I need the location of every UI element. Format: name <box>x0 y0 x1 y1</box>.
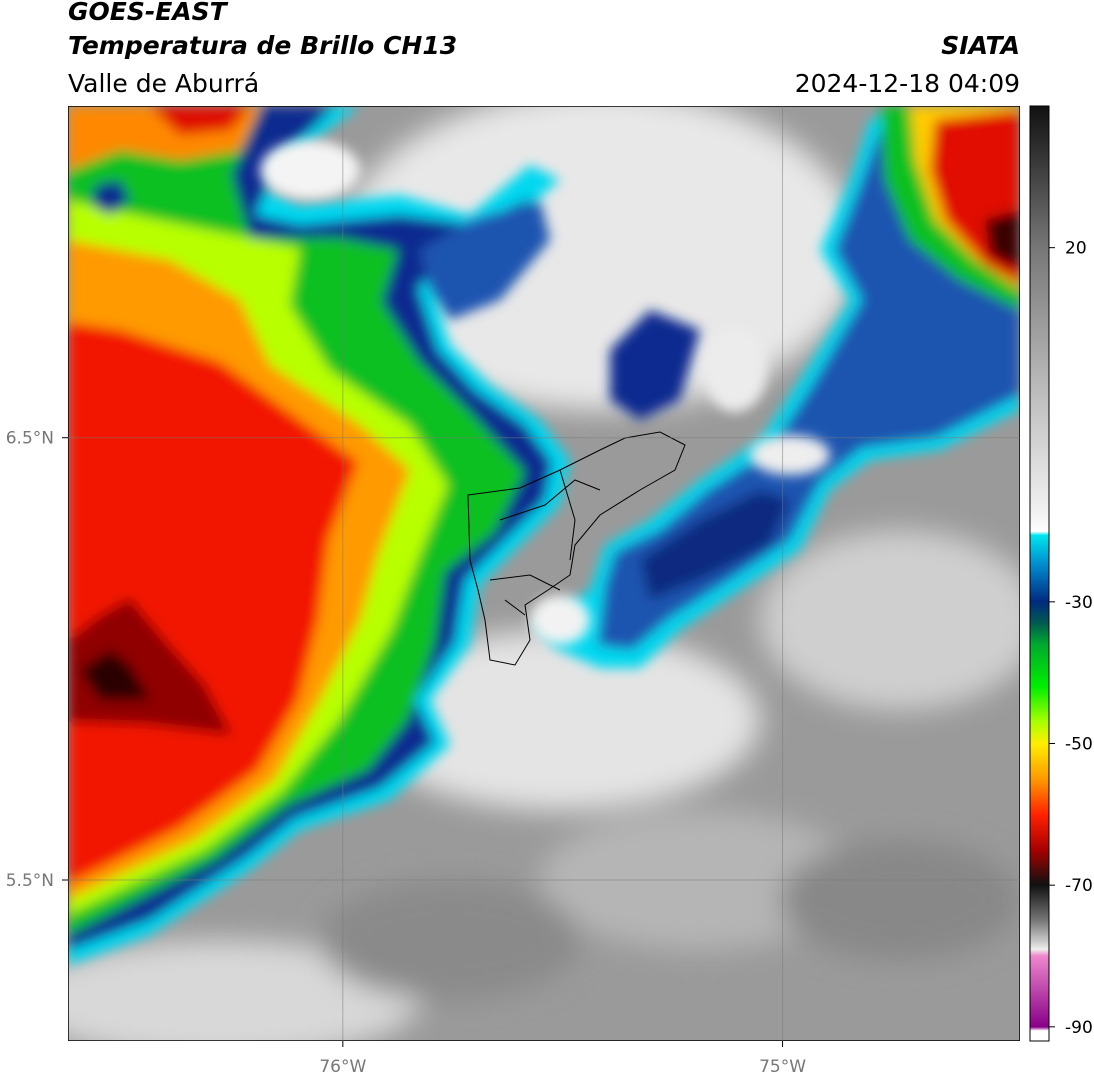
colorbar-tick-label: -70 <box>1065 876 1093 896</box>
colorbar-tick-label: -50 <box>1065 735 1093 755</box>
colorbar-tick-label: -90 <box>1065 1018 1093 1038</box>
source: SIATA <box>941 31 1020 60</box>
y-tick-label: 6.5°N <box>6 429 54 449</box>
x-tick-label: 76°W <box>319 1057 366 1077</box>
colorbar-tick-label: 20 <box>1065 239 1087 259</box>
title: GOES-EAST <box>68 0 229 26</box>
datetime: 2024-12-18 04:09 <box>795 69 1020 98</box>
colorbar-tick-label: -30 <box>1065 593 1093 613</box>
region: Valle de Aburrá <box>68 69 259 98</box>
subtitle: Temperatura de Brillo CH13 <box>68 31 457 60</box>
colorbar <box>1029 105 1050 1042</box>
y-tick-label: 5.5°N <box>6 871 54 891</box>
axes: 76°W 75°W 6.5°N 5.5°N 20 -30 -50 -70 -90 <box>6 106 1093 1077</box>
map-image <box>68 106 1020 1041</box>
x-tick-label: 75°W <box>759 1057 806 1077</box>
